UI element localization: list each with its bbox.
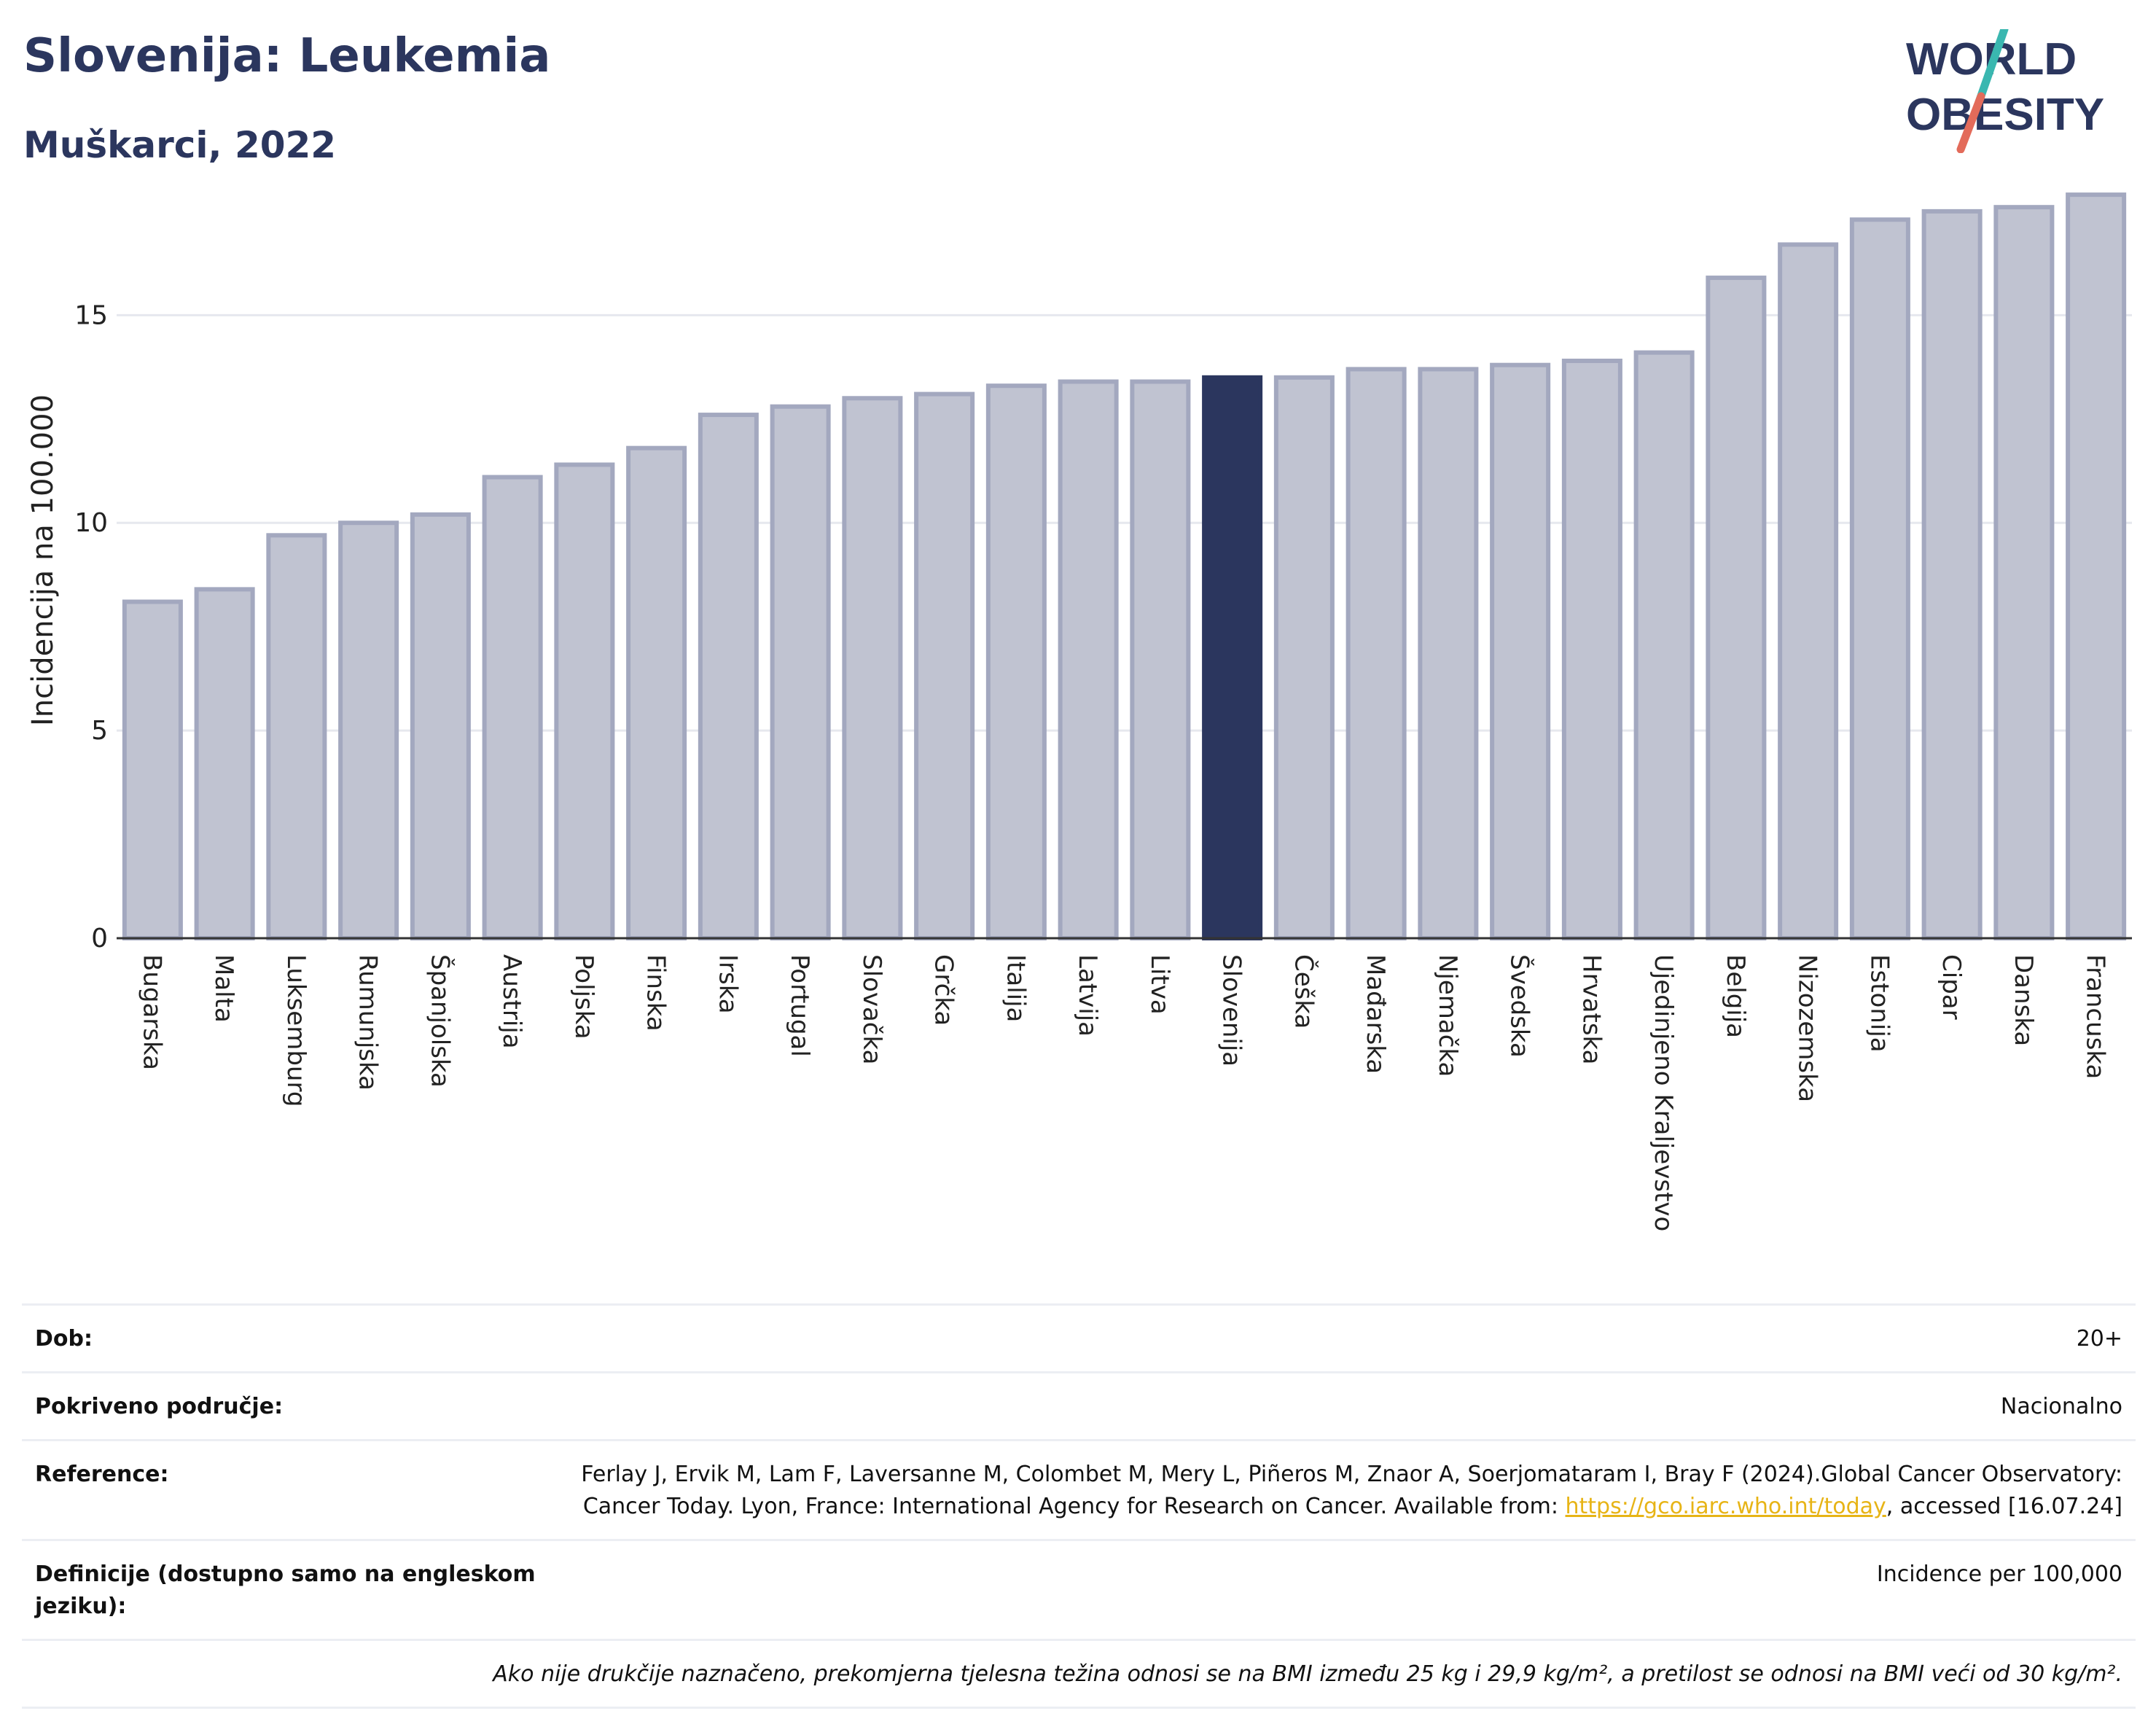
x-tick-label: Grčka bbox=[929, 954, 958, 1026]
bar-španjolska bbox=[410, 512, 471, 940]
page-title: Slovenija: Leukemia bbox=[23, 29, 551, 83]
meta-label-reference: Reference: bbox=[35, 1462, 169, 1487]
bar-irska bbox=[698, 413, 759, 940]
x-tick-label: Belgija bbox=[1721, 954, 1750, 1038]
bar-malta bbox=[194, 587, 255, 941]
bar-austrija bbox=[482, 475, 543, 940]
logo-line2: OBESITY bbox=[1906, 90, 2104, 140]
x-tick-label: Poljska bbox=[569, 954, 598, 1040]
x-tick-label: Hrvatska bbox=[1577, 954, 1606, 1064]
x-tick-label: Rumunjska bbox=[354, 954, 383, 1091]
bar-danska bbox=[1993, 205, 2055, 940]
meta-label-coverage: Pokriveno područje: bbox=[35, 1394, 284, 1419]
bar-cipar bbox=[1921, 208, 1983, 940]
bar-estonija bbox=[1849, 217, 1910, 940]
x-tick-label: Slovačka bbox=[857, 954, 886, 1064]
meta-value-reference: Ferlay J, Ervik M, Lam F, Laversanne M, … bbox=[560, 1459, 2122, 1523]
x-tick-label: Finska bbox=[641, 954, 671, 1032]
reference-link[interactable]: https://gco.iarc.who.int/today bbox=[1565, 1494, 1886, 1519]
bar-švedska bbox=[1490, 362, 1551, 940]
bar-ujedinjeno-kraljevstvo bbox=[1633, 350, 1695, 941]
bar-njemačka bbox=[1418, 367, 1479, 940]
x-tick-label: Estonija bbox=[1864, 954, 1894, 1053]
meta-row-reference: Reference: Ferlay J, Ervik M, Lam F, Lav… bbox=[22, 1439, 2136, 1539]
page-subtitle: Muškarci, 2022 bbox=[23, 124, 337, 166]
world-obesity-logo: WORLD OBESITY bbox=[1906, 29, 2104, 153]
meta-value-definitions: Incidence per 100,000 bbox=[1876, 1562, 2122, 1587]
x-tick-label: Cipar bbox=[1937, 954, 1966, 1020]
metadata-table: Dob: 20+ Pokriveno područje: Nacionalno … bbox=[22, 1303, 2136, 1709]
bar-luksemburg bbox=[266, 533, 327, 940]
reference-text: Ferlay J, Ervik M, Lam F, Laversanne M, … bbox=[581, 1462, 2122, 1519]
x-tick-label: Ujedinjeno Kraljevstvo bbox=[1649, 954, 1678, 1231]
x-tick-label: Španjolska bbox=[425, 954, 455, 1088]
meta-row-coverage: Pokriveno područje: Nacionalno bbox=[22, 1371, 2136, 1439]
bar-slovenija bbox=[1202, 375, 1263, 940]
bar-slovačka bbox=[842, 396, 903, 940]
x-tick-label: Latvija bbox=[1073, 954, 1102, 1037]
bar-francuska bbox=[2066, 192, 2127, 941]
bar-belgija bbox=[1706, 276, 1767, 940]
logo-slash-top bbox=[1975, 29, 2009, 106]
x-tick-label: Malta bbox=[209, 954, 238, 1023]
meta-label-definitions: Definicije (dostupno samo na engleskom j… bbox=[35, 1562, 536, 1619]
bar-nizozemska bbox=[1778, 242, 1839, 940]
bar-rumunjska bbox=[338, 520, 399, 940]
bar-chart: 0 5 10 15 Bugarska Malta Luksemburg Rumunjska Š… bbox=[26, 192, 2132, 1231]
meta-row-age: Dob: 20+ bbox=[22, 1303, 2136, 1371]
y-tick-label: 15 bbox=[74, 300, 108, 330]
bar-finska bbox=[626, 445, 687, 940]
x-tick-label: Nizozemska bbox=[1793, 954, 1822, 1102]
bars bbox=[122, 192, 2127, 941]
x-tick-labels: Bugarska Malta Luksemburg Rumunjska Španjols… bbox=[137, 954, 2109, 1231]
reference-accessed: , accessed [16.07.24] bbox=[1886, 1494, 2122, 1519]
bar-grčka bbox=[914, 391, 975, 940]
bar-bugarska bbox=[122, 599, 183, 940]
x-tick-label: Francuska bbox=[2081, 954, 2110, 1079]
x-tick-label: Irska bbox=[713, 954, 742, 1014]
x-tick-label: Luksemburg bbox=[281, 954, 310, 1107]
y-tick-label: 5 bbox=[91, 716, 108, 746]
bar-italija bbox=[985, 383, 1047, 940]
meta-value-coverage: Nacionalno bbox=[2000, 1394, 2122, 1419]
bar-češka bbox=[1273, 375, 1335, 940]
x-tick-label: Slovenija bbox=[1217, 954, 1246, 1067]
bmi-footnote: Ako nije drukčije naznačeno, prekomjerna… bbox=[22, 1639, 2136, 1709]
y-tick-labels: 0 5 10 15 bbox=[74, 300, 108, 954]
meta-label-age: Dob: bbox=[35, 1326, 93, 1352]
x-tick-label: Austrija bbox=[497, 954, 526, 1049]
x-tick-label: Mađarska bbox=[1361, 954, 1390, 1074]
y-tick-label: 10 bbox=[74, 508, 108, 538]
x-tick-label: Danska bbox=[2009, 954, 2038, 1046]
bar-mađarska bbox=[1345, 367, 1407, 940]
y-tick-label: 0 bbox=[91, 924, 108, 954]
x-tick-label: Švedska bbox=[1505, 954, 1535, 1058]
bar-latvija bbox=[1058, 379, 1119, 940]
x-tick-label: Češka bbox=[1289, 954, 1319, 1029]
x-tick-label: Portugal bbox=[785, 954, 814, 1057]
x-tick-label: Litva bbox=[1145, 954, 1174, 1015]
bar-portugal bbox=[770, 404, 831, 940]
bar-poljska bbox=[554, 462, 615, 940]
bar-hrvatska bbox=[1561, 359, 1622, 940]
x-tick-label: Italija bbox=[1001, 954, 1030, 1022]
meta-row-definitions: Definicije (dostupno samo na engleskom j… bbox=[22, 1539, 2136, 1639]
meta-value-age: 20+ bbox=[2076, 1326, 2122, 1352]
bar-litva bbox=[1130, 379, 1191, 940]
x-tick-label: Bugarska bbox=[137, 954, 166, 1070]
x-tick-label: Njemačka bbox=[1433, 954, 1462, 1077]
y-axis-label: Incidencija na 100.000 bbox=[26, 394, 60, 726]
logo-slash-bottom bbox=[1956, 92, 1985, 153]
